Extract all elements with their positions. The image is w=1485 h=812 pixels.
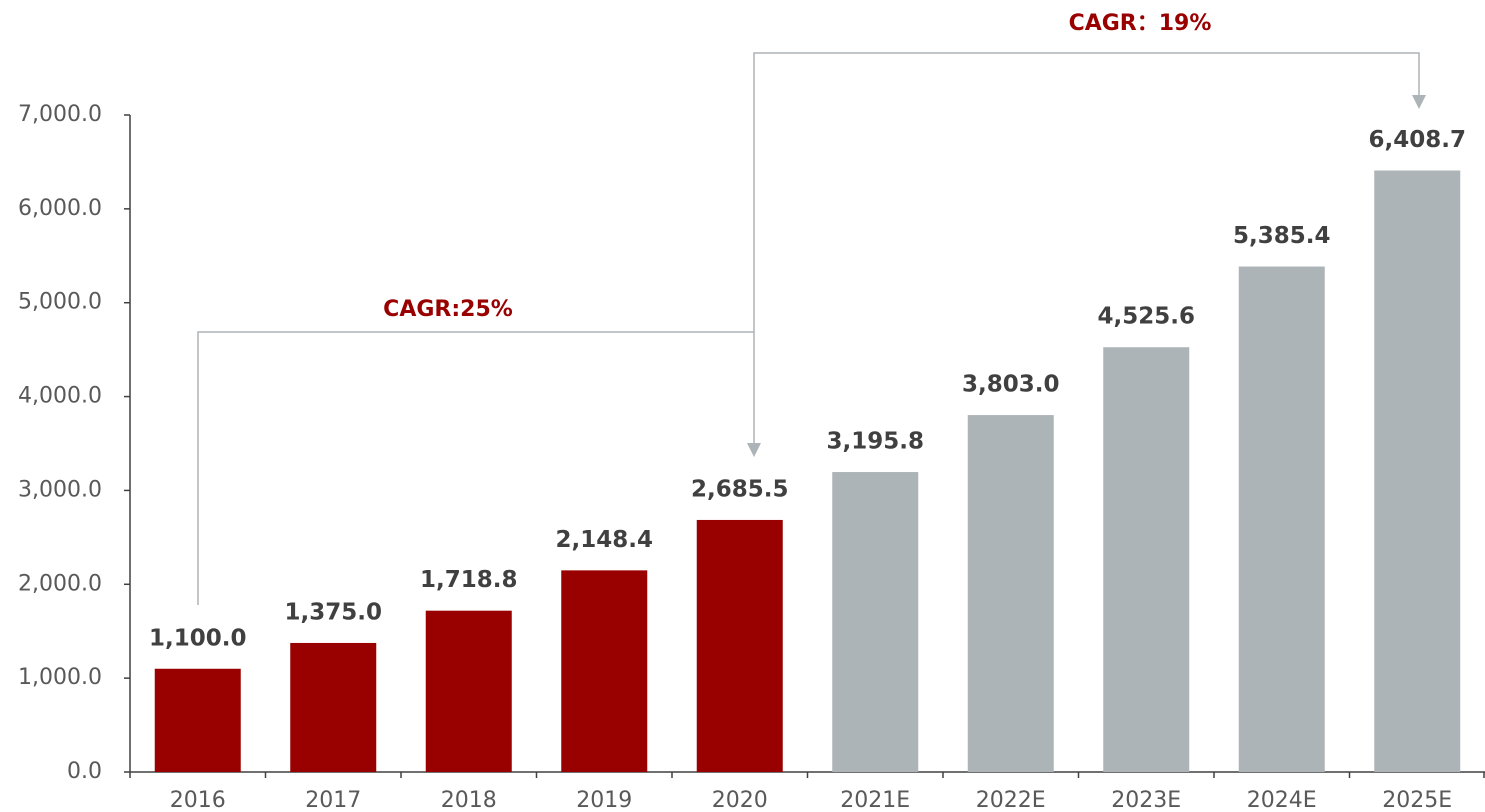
y-tick-label: 4,000.0 — [18, 384, 102, 409]
data-label: 6,408.7 — [1369, 127, 1467, 153]
x-tick-label: 2016 — [170, 788, 226, 812]
data-label: 2,148.4 — [556, 527, 654, 553]
x-tick-label: 2019 — [576, 788, 632, 812]
y-tick-label: 7,000.0 — [18, 102, 102, 127]
y-tick-label: 0.0 — [67, 759, 102, 784]
y-tick-label: 2,000.0 — [18, 571, 102, 596]
bar — [1238, 266, 1325, 772]
y-tick-label: 3,000.0 — [18, 477, 102, 502]
bar — [290, 642, 377, 772]
data-label: 3,195.8 — [827, 429, 925, 455]
x-tick-label: 2023E — [1111, 788, 1181, 812]
x-tick-label: 2021E — [840, 788, 910, 812]
data-label: 5,385.4 — [1233, 223, 1331, 249]
x-tick-label: 2017 — [305, 788, 361, 812]
arrow-head — [1412, 95, 1426, 109]
y-tick-label: 5,000.0 — [18, 290, 102, 315]
cagr-bracket — [197, 331, 755, 605]
x-tick-label: 2018 — [441, 788, 497, 812]
x-tick-label: 2020 — [712, 788, 768, 812]
data-label: 2,685.5 — [691, 476, 789, 502]
x-tick-label: 2024E — [1247, 788, 1317, 812]
bar — [154, 668, 241, 772]
bar — [967, 415, 1054, 772]
annotation: CAGR：19% — [1069, 11, 1212, 36]
bar — [832, 472, 919, 772]
x-tick-label: 2022E — [976, 788, 1046, 812]
y-tick-label: 1,000.0 — [18, 665, 102, 690]
cagr-bracket — [753, 52, 1420, 332]
data-label: 1,100.0 — [149, 625, 247, 651]
bar — [1103, 347, 1190, 772]
x-tick-label: 2025E — [1382, 788, 1452, 812]
annotation: CAGR:25% — [383, 297, 513, 322]
bar — [1374, 170, 1461, 772]
arrow-head — [747, 443, 761, 457]
data-label: 4,525.6 — [1098, 304, 1196, 330]
bar — [696, 519, 783, 772]
data-label: 3,803.0 — [962, 372, 1060, 398]
bar — [561, 570, 648, 772]
data-label: 1,718.8 — [420, 567, 518, 593]
data-label: 1,375.0 — [285, 599, 383, 625]
bar — [425, 610, 512, 772]
y-tick-label: 6,000.0 — [18, 196, 102, 221]
